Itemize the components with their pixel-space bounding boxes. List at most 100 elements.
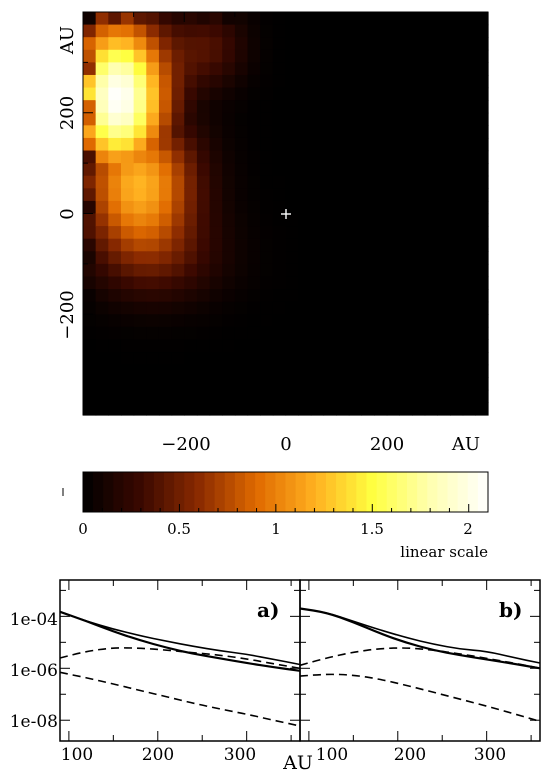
heatmap-cell: [196, 364, 211, 378]
heatmap-cell: [247, 389, 261, 403]
heatmap-cell: [260, 301, 274, 315]
heatmap-cell: [120, 238, 135, 252]
heatmap-cell: [386, 137, 401, 152]
heatmap-cell: [412, 339, 426, 353]
heatmap-cell: [374, 238, 388, 252]
heatmap-cell: [399, 389, 413, 403]
heatmap-cell: [298, 87, 312, 101]
heatmap-cell: [450, 263, 464, 278]
heatmap-cell: [475, 188, 489, 202]
heatmap-cell: [310, 112, 325, 126]
heatmap-cell: [323, 226, 337, 240]
colorbar-step: [164, 472, 175, 512]
heatmap-cell: [247, 24, 261, 38]
heatmap-cell: [209, 175, 223, 189]
heatmap-cell: [196, 74, 211, 89]
heatmap-cell: [133, 226, 147, 240]
heatmap-cell: [120, 175, 135, 189]
heatmap-cell: [83, 276, 97, 290]
heatmap-cell: [234, 87, 249, 101]
heatmap-cell: [462, 389, 476, 403]
heatmap-cell: [196, 150, 211, 164]
heatmap-xtick-label: 0: [280, 434, 291, 455]
heatmap-cell: [247, 163, 261, 177]
heatmap-cell: [108, 150, 122, 164]
heatmap-cell: [424, 238, 438, 252]
heatmap-cell: [95, 150, 109, 164]
heatmap-cell: [450, 125, 464, 139]
heatmap-cell: [108, 37, 122, 51]
heatmap-cell: [272, 389, 287, 403]
heatmap-cell: [450, 200, 464, 215]
heatmap-cell: [348, 226, 363, 240]
heatmap-cell: [450, 24, 464, 38]
heatmap-cell: [196, 226, 211, 240]
heatmap-cell: [298, 74, 312, 89]
heatmap-cell: [374, 200, 388, 215]
heatmap-cell: [222, 289, 236, 303]
heatmap-cell: [272, 125, 287, 139]
heatmap-cell: [196, 200, 211, 215]
heatmap-cell: [348, 402, 363, 416]
heatmap-cell: [361, 74, 375, 89]
heatmap-cell: [222, 238, 236, 252]
heatmap-cell: [310, 100, 325, 114]
heatmap-cell: [158, 87, 173, 101]
heatmap-cell: [184, 301, 198, 315]
heatmap-cell: [361, 314, 375, 328]
heatmap-cell: [399, 175, 413, 189]
heatmap-cell: [120, 326, 135, 341]
heatmap-cell: [424, 364, 438, 378]
heatmap-cell: [108, 314, 122, 328]
heatmap-cell: [399, 37, 413, 51]
heatmap-cell: [158, 49, 173, 63]
heatmap-cell: [222, 125, 236, 139]
heatmap-cell: [323, 12, 337, 26]
heatmap-cell: [399, 377, 413, 391]
heatmap-cell: [298, 100, 312, 114]
heatmap-cell: [310, 74, 325, 89]
heatmap-cell: [209, 326, 223, 341]
heatmap-cell: [285, 188, 299, 202]
heatmap-cell: [196, 314, 211, 328]
heatmap-cell: [399, 364, 413, 378]
heatmap-cell: [323, 326, 337, 341]
heatmap-cell: [272, 24, 287, 38]
heatmap-cell: [450, 37, 464, 51]
heatmap-cell: [399, 402, 413, 416]
heatmap-cell: [196, 100, 211, 114]
heatmap-cell: [171, 87, 185, 101]
heatmap-cell: [120, 163, 135, 177]
heatmap-cell: [298, 12, 312, 26]
heatmap-cell: [108, 125, 122, 139]
heatmap-cell: [285, 389, 299, 403]
heatmap-cell: [412, 326, 426, 341]
series-line-solid-thin: [299, 607, 541, 664]
heatmap-cell: [475, 74, 489, 89]
heatmap-cell: [108, 213, 122, 227]
colorbar-tick-label: 1: [271, 520, 281, 538]
heatmap-cell: [222, 150, 236, 164]
heatmap-cell: [285, 314, 299, 328]
heatmap-cell: [120, 402, 135, 416]
heatmap-cell: [222, 74, 236, 89]
heatmap-cell: [120, 100, 135, 114]
colorbar-step: [234, 472, 246, 512]
heatmap-cell: [120, 301, 135, 315]
heatmap-cell: [437, 263, 451, 278]
heatmap-cell: [95, 49, 109, 63]
heatmap-cell: [247, 37, 261, 51]
heatmap-cell: [108, 87, 122, 101]
heatmap-cell: [361, 188, 375, 202]
heatmap-cell: [234, 213, 249, 227]
heatmap-cell: [209, 74, 223, 89]
heatmap-cell: [475, 339, 489, 353]
heatmap-cell: [336, 100, 350, 114]
heatmap-cell: [323, 87, 337, 101]
heatmap-cell: [260, 163, 274, 177]
heatmap-cell: [260, 226, 274, 240]
heatmap-cell: [120, 188, 135, 202]
colorbar-step: [93, 472, 104, 512]
heatmap-cell: [450, 326, 464, 341]
heatmap-cell: [475, 87, 489, 101]
